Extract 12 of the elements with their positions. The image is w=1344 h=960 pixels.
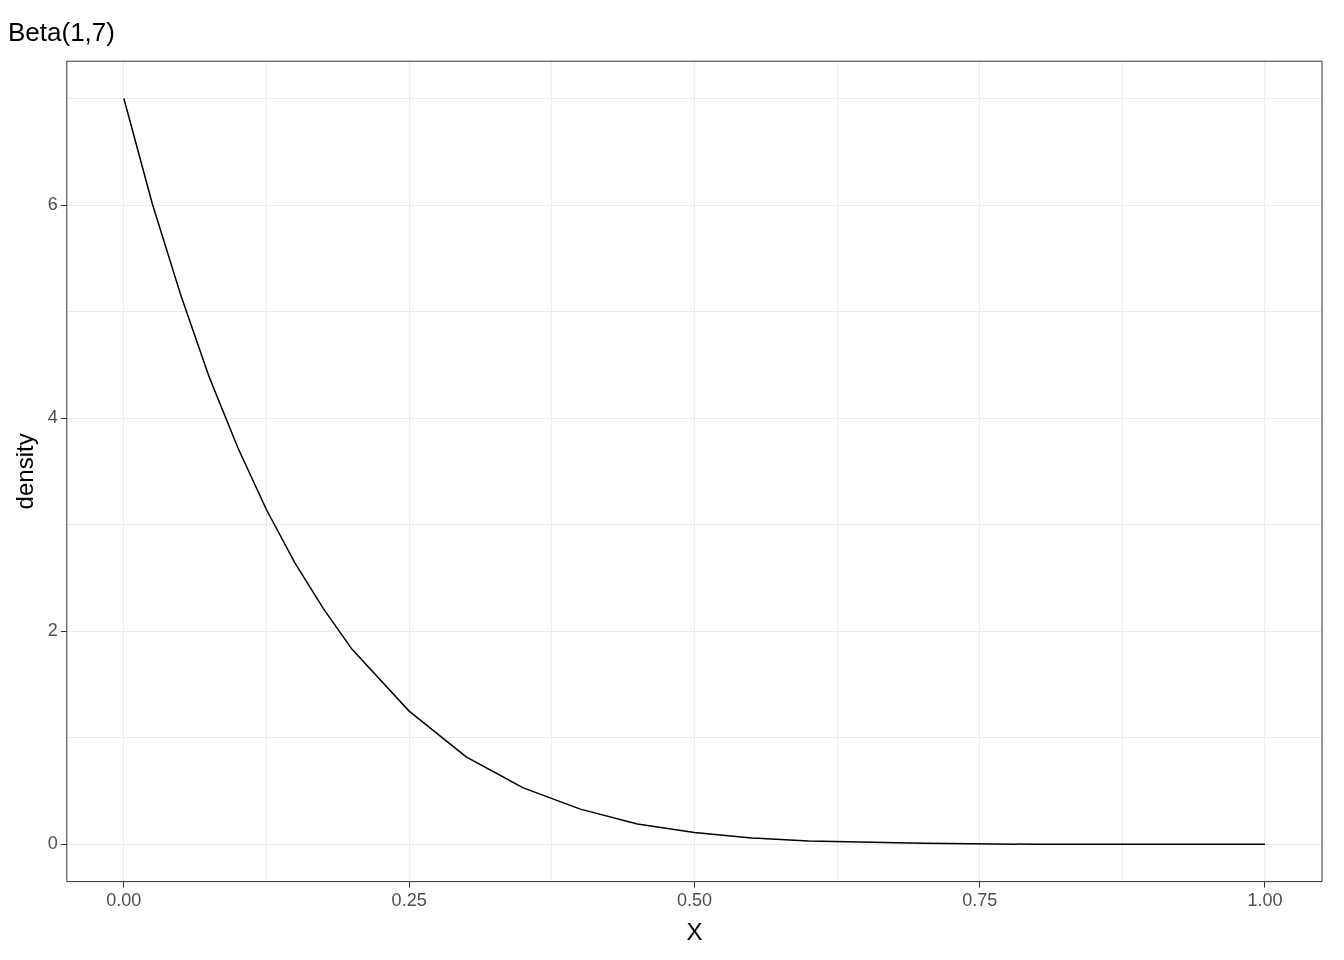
y-tick-label: 4 bbox=[47, 407, 58, 428]
x-tick-label: 0.50 bbox=[676, 890, 712, 911]
y-axis-title: density bbox=[11, 433, 39, 510]
x-tick-label: 0.75 bbox=[962, 890, 998, 911]
x-tick-label: 0.25 bbox=[391, 890, 427, 911]
y-tick-label: 0 bbox=[47, 833, 58, 854]
chart-title: Beta(1,7) bbox=[8, 16, 115, 47]
y-tick-label: 2 bbox=[47, 620, 58, 641]
x-tick-label: 1.00 bbox=[1247, 890, 1283, 911]
y-tick-label: 6 bbox=[47, 194, 58, 215]
x-axis-title: X bbox=[686, 918, 703, 946]
x-tick-label: 0.00 bbox=[106, 890, 142, 911]
